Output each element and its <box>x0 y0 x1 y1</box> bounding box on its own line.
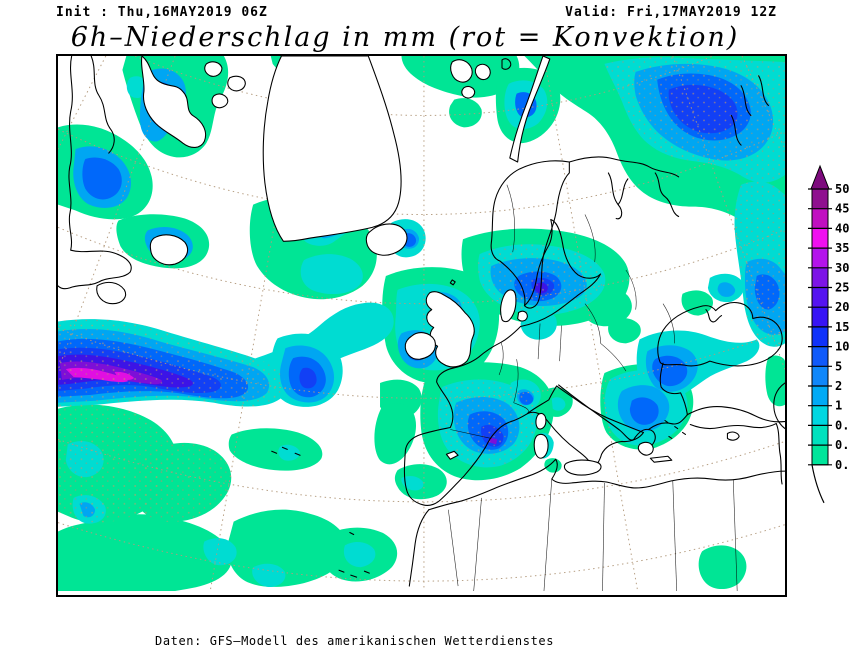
legend-tail <box>811 464 825 504</box>
svg-text:10: 10 <box>835 340 849 354</box>
valid-time-label: Valid: Fri,17MAY2019 12Z <box>565 5 777 20</box>
country-borders <box>448 184 738 591</box>
coastlines <box>58 56 785 587</box>
svg-text:20: 20 <box>835 300 849 314</box>
svg-text:0.1: 0.1 <box>835 458 850 472</box>
init-time-label: Init : Thu,16MAY2019 06Z <box>56 5 268 20</box>
svg-text:40: 40 <box>835 221 849 235</box>
precip-legend: 50 45 40 35 30 25 20 15 10 5 2 1 0.5 0.2 0.1 <box>808 164 850 504</box>
svg-text:2: 2 <box>835 379 842 393</box>
svg-text:35: 35 <box>835 241 849 255</box>
svg-text:15: 15 <box>835 320 849 334</box>
svg-text:1: 1 <box>835 399 842 413</box>
svg-text:50: 50 <box>835 182 849 196</box>
precip-areas <box>58 56 785 591</box>
map-canvas <box>58 56 785 591</box>
svg-text:25: 25 <box>835 281 849 295</box>
svg-text:45: 45 <box>835 202 849 216</box>
weather-map <box>56 54 787 597</box>
svg-text:0.2: 0.2 <box>835 438 850 452</box>
map-title: 6h–Niederschlag in mm (rot = Konvektion) <box>70 22 740 53</box>
svg-text:5: 5 <box>835 359 842 373</box>
svg-text:0.5: 0.5 <box>835 418 850 432</box>
footer-line-daten: Daten: GFS–Modell des amerikanischen Wet… <box>155 634 555 648</box>
svg-text:30: 30 <box>835 261 849 275</box>
legend-arrow-up <box>810 164 830 190</box>
data-source-note: Daten: GFS–Modell des amerikanischen Wet… <box>155 604 554 657</box>
